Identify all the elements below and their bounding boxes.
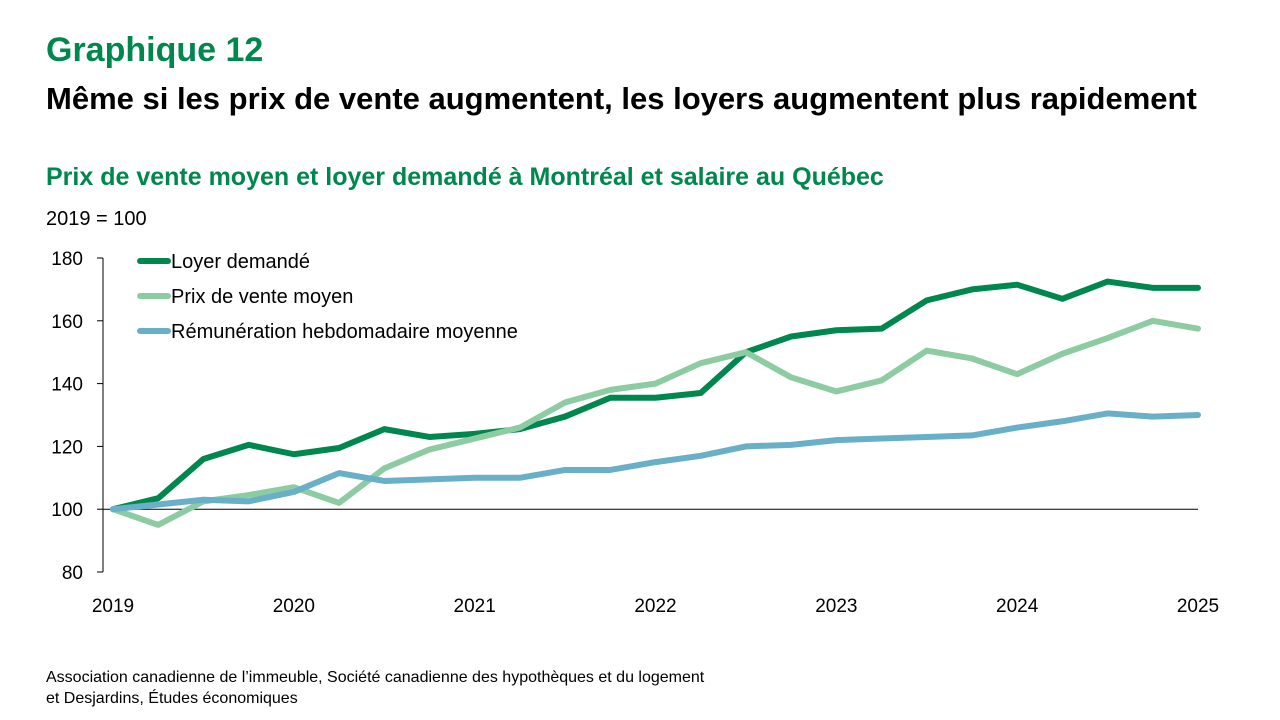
y-tick-label: 120 bbox=[51, 437, 83, 458]
x-tick-label: 2024 bbox=[996, 596, 1039, 617]
y-tick-label: 180 bbox=[51, 249, 83, 270]
chart-series bbox=[110, 278, 1201, 528]
chart-axes: 80 100 120 140 160 180 2019 2020 2021 2022 2023 202… bbox=[51, 249, 1219, 617]
y-tick-label: 80 bbox=[62, 563, 83, 584]
series-line bbox=[110, 278, 1201, 513]
chart-legend: Loyer demandé Prix de vente moyen Rémunéra… bbox=[137, 251, 518, 343]
x-tick-label: 2021 bbox=[454, 596, 496, 617]
x-tick-label: 2022 bbox=[634, 596, 676, 617]
slide-label: Graphique 12 bbox=[46, 31, 264, 69]
source-line: et Desjardins, Études économiques bbox=[46, 690, 298, 707]
legend-label: Loyer demandé bbox=[171, 251, 310, 273]
x-tick-label: 2025 bbox=[1177, 596, 1219, 617]
chart-headline: Même si les prix de vente augmentent, le… bbox=[46, 81, 1197, 116]
chart-subtitle: Prix de vente moyen et loyer demandé à M… bbox=[46, 163, 884, 191]
legend-label: Rémunération hebdomadaire moyenne bbox=[171, 321, 518, 343]
unit-note: 2019 = 100 bbox=[46, 208, 147, 230]
x-tick-label: 2019 bbox=[92, 596, 134, 617]
legend-label: Prix de vente moyen bbox=[171, 286, 353, 308]
series-line bbox=[110, 410, 1201, 513]
source-line: Association canadienne de l’immeuble, So… bbox=[46, 669, 705, 686]
source-note: Association canadienne de l’immeuble, So… bbox=[46, 667, 866, 709]
x-tick-label: 2020 bbox=[273, 596, 315, 617]
y-tick-label: 140 bbox=[51, 375, 83, 396]
y-tick-label: 100 bbox=[51, 500, 83, 521]
x-tick-label: 2023 bbox=[815, 596, 857, 617]
y-tick-label: 160 bbox=[51, 312, 83, 333]
